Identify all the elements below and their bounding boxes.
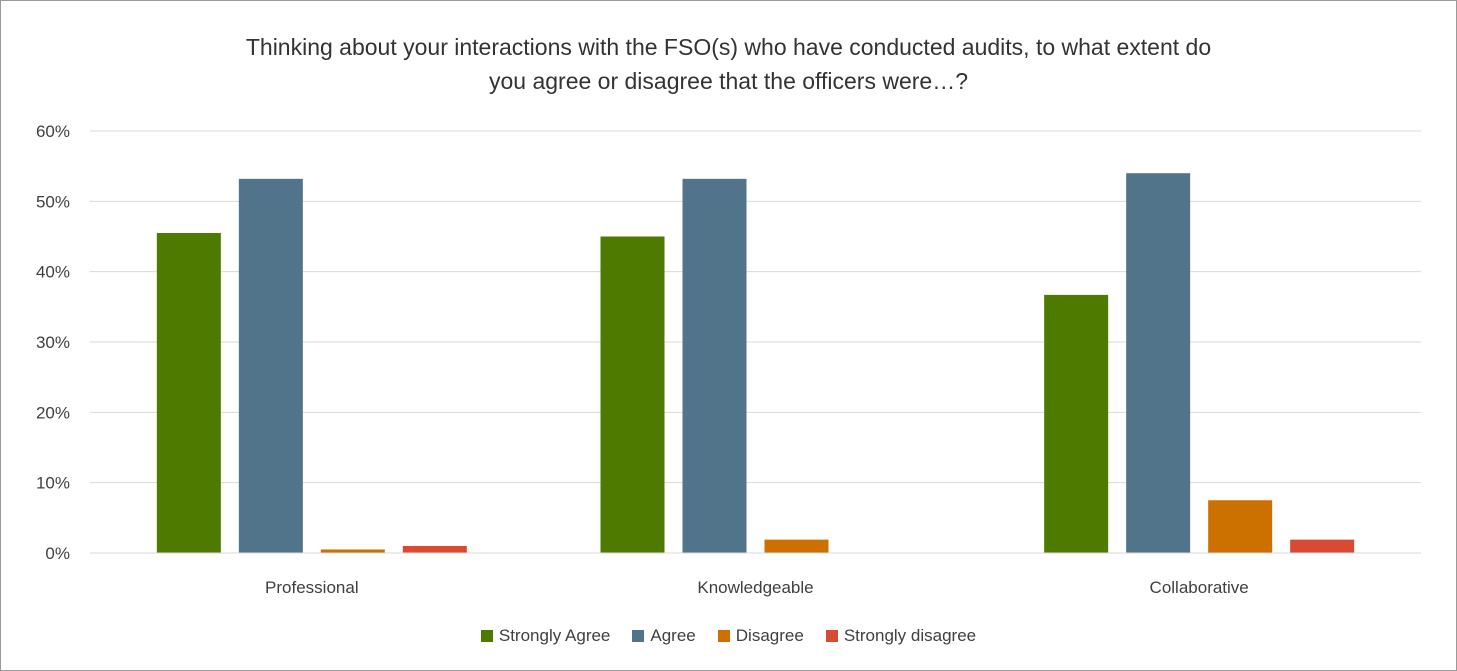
y-tick-label: 10% xyxy=(36,474,70,493)
bar-agree-knowledgeable xyxy=(682,178,747,553)
legend: Strongly Agree Agree Disagree Strongly disa… xyxy=(0,626,1457,646)
legend-item: Agree xyxy=(632,626,696,646)
y-tick-label: 20% xyxy=(36,403,70,422)
chart-title: Thinking about your interactions with th… xyxy=(0,30,1457,98)
legend-swatch xyxy=(632,630,645,642)
bar-strongly-agree-collaborative xyxy=(1044,294,1109,553)
legend-item: Strongly Agree xyxy=(480,626,611,646)
legend-swatch xyxy=(480,630,493,642)
y-axis-tick-labels: 0% 10% 20% 30% 40% 50% 60% xyxy=(36,122,70,563)
x-tick-label: Professional xyxy=(265,578,359,597)
y-tick-label: 0% xyxy=(45,544,70,563)
bar-strongly-agree-professional xyxy=(156,232,221,553)
bar-disagree-knowledgeable xyxy=(764,539,829,553)
legend-label: Strongly Agree xyxy=(498,626,611,645)
legend-label: Disagree xyxy=(735,626,804,645)
y-tick-label: 60% xyxy=(36,122,70,141)
x-tick-label: Knowledgeable xyxy=(697,578,813,597)
bar-strongly-disagree-collaborative xyxy=(1290,539,1355,553)
bar-strongly-disagree-professional xyxy=(402,545,467,553)
legend-item: Strongly disagree xyxy=(825,626,977,646)
bar-agree-professional xyxy=(238,178,303,553)
x-axis-tick-labels: Professional Knowledgeable Collaborative xyxy=(265,578,1249,597)
legend-swatch xyxy=(825,630,838,642)
legend-label: Agree xyxy=(650,626,696,645)
y-tick-label: 50% xyxy=(36,192,70,211)
bar-agree-collaborative xyxy=(1126,173,1191,553)
y-tick-label: 30% xyxy=(36,333,70,352)
bar-disagree-professional xyxy=(320,549,385,553)
x-tick-label: Collaborative xyxy=(1150,578,1249,597)
chart-title-line-2: you agree or disagree that the officers … xyxy=(488,68,968,94)
legend-item: Disagree xyxy=(717,626,804,646)
legend-label: Strongly disagree xyxy=(843,626,977,645)
y-tick-label: 40% xyxy=(36,263,70,282)
bar-strongly-agree-knowledgeable xyxy=(600,236,665,553)
chart-title-line-1: Thinking about your interactions with th… xyxy=(245,34,1212,60)
bars xyxy=(156,173,1355,553)
legend-swatch xyxy=(717,630,730,642)
bar-disagree-collaborative xyxy=(1208,500,1273,553)
